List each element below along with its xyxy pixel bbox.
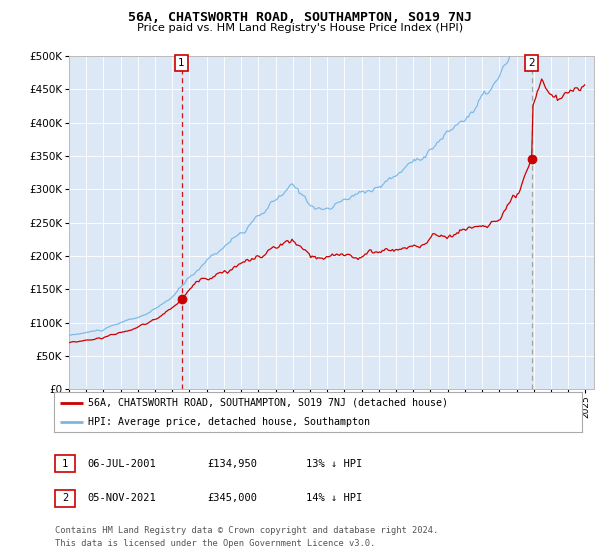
Text: 05-NOV-2021: 05-NOV-2021 [87, 493, 156, 503]
Text: HPI: Average price, detached house, Southampton: HPI: Average price, detached house, Sout… [88, 417, 370, 427]
Text: 2: 2 [62, 493, 68, 503]
Text: 56A, CHATSWORTH ROAD, SOUTHAMPTON, SO19 7NJ (detached house): 56A, CHATSWORTH ROAD, SOUTHAMPTON, SO19 … [88, 398, 448, 408]
Text: £134,950: £134,950 [207, 459, 257, 469]
Text: 14% ↓ HPI: 14% ↓ HPI [306, 493, 362, 503]
Text: 1: 1 [178, 58, 185, 68]
Text: £345,000: £345,000 [207, 493, 257, 503]
Text: 1: 1 [62, 459, 68, 469]
Text: 2: 2 [528, 58, 535, 68]
Text: Price paid vs. HM Land Registry's House Price Index (HPI): Price paid vs. HM Land Registry's House … [137, 23, 463, 33]
Text: 06-JUL-2001: 06-JUL-2001 [87, 459, 156, 469]
Text: 56A, CHATSWORTH ROAD, SOUTHAMPTON, SO19 7NJ: 56A, CHATSWORTH ROAD, SOUTHAMPTON, SO19 … [128, 11, 472, 25]
Text: Contains HM Land Registry data © Crown copyright and database right 2024.: Contains HM Land Registry data © Crown c… [55, 526, 439, 535]
Text: 13% ↓ HPI: 13% ↓ HPI [306, 459, 362, 469]
Text: This data is licensed under the Open Government Licence v3.0.: This data is licensed under the Open Gov… [55, 539, 376, 548]
